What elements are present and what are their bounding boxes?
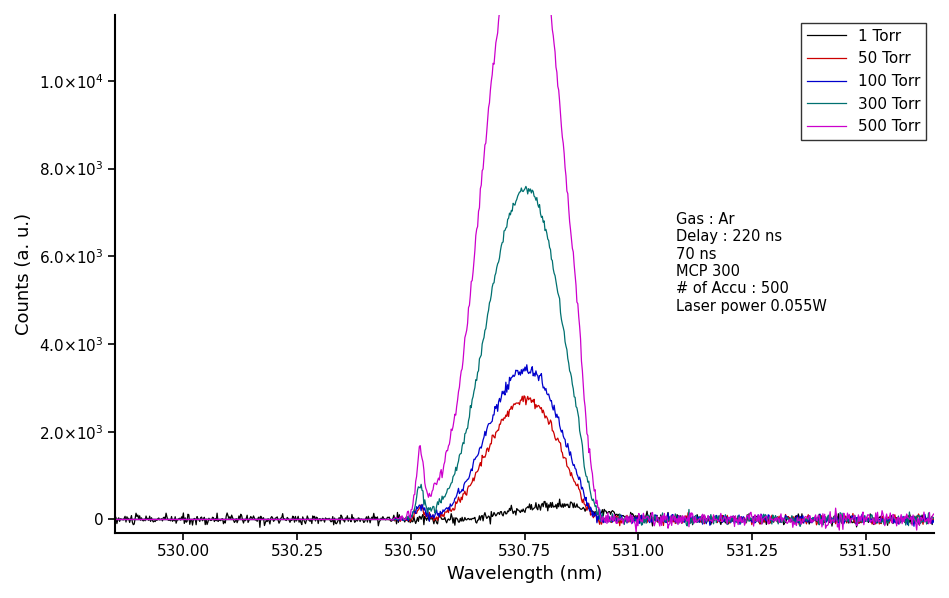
X-axis label: Wavelength (nm): Wavelength (nm) (447, 565, 603, 583)
300 Torr (198, 516, 210, 523)
1 Torr (109, 512, 121, 520)
300 Torr (323, 516, 334, 523)
1 Torr (324, 515, 335, 522)
500 Torr (109, 516, 121, 523)
500 Torr (695, 515, 706, 522)
Legend: 1 Torr, 50 Torr, 100 Torr, 300 Torr, 500 Torr: 1 Torr, 50 Torr, 100 Torr, 300 Torr, 500… (801, 23, 926, 141)
Line: 50 Torr: 50 Torr (115, 396, 934, 526)
50 Torr (818, 517, 829, 524)
300 Torr (459, 430, 471, 437)
100 Torr (727, 512, 738, 520)
500 Torr (323, 516, 334, 523)
50 Torr (198, 516, 210, 523)
1 Torr (818, 518, 829, 526)
1 Torr (695, 518, 706, 526)
300 Torr (818, 516, 829, 523)
50 Torr (459, 487, 471, 495)
100 Torr (908, 523, 920, 530)
100 Torr (459, 479, 471, 486)
1 Torr (254, 524, 266, 531)
Line: 1 Torr: 1 Torr (115, 499, 934, 527)
50 Torr (728, 513, 739, 520)
Text: Gas : Ar
Delay : 220 ns
70 ns
MCP 300
# of Accu : 500
Laser power 0.055W: Gas : Ar Delay : 220 ns 70 ns MCP 300 # … (676, 212, 827, 314)
500 Torr (728, 512, 739, 520)
500 Torr (928, 510, 940, 517)
50 Torr (614, 522, 625, 529)
1 Torr (928, 516, 940, 523)
300 Torr (520, 183, 531, 190)
100 Torr (817, 518, 828, 526)
100 Torr (694, 518, 705, 526)
500 Torr (818, 516, 829, 523)
500 Torr (630, 529, 642, 536)
100 Torr (109, 516, 121, 523)
Y-axis label: Counts (a. u.): Counts (a. u.) (15, 213, 33, 335)
Line: 100 Torr: 100 Torr (115, 365, 934, 526)
100 Torr (323, 516, 334, 523)
500 Torr (198, 516, 210, 523)
50 Torr (695, 517, 706, 524)
1 Torr (460, 516, 472, 523)
Line: 500 Torr: 500 Torr (115, 0, 934, 532)
100 Torr (521, 361, 532, 368)
Line: 300 Torr: 300 Torr (115, 187, 934, 526)
300 Torr (694, 516, 705, 523)
1 Torr (198, 514, 210, 521)
1 Torr (728, 512, 739, 520)
300 Torr (928, 514, 940, 521)
50 Torr (109, 516, 121, 523)
500 Torr (459, 334, 471, 341)
1 Torr (554, 496, 566, 503)
100 Torr (928, 518, 940, 526)
300 Torr (727, 516, 738, 523)
100 Torr (198, 516, 210, 523)
300 Torr (794, 523, 806, 530)
300 Torr (109, 516, 121, 523)
50 Torr (928, 517, 940, 524)
50 Torr (323, 516, 334, 523)
50 Torr (518, 392, 530, 399)
